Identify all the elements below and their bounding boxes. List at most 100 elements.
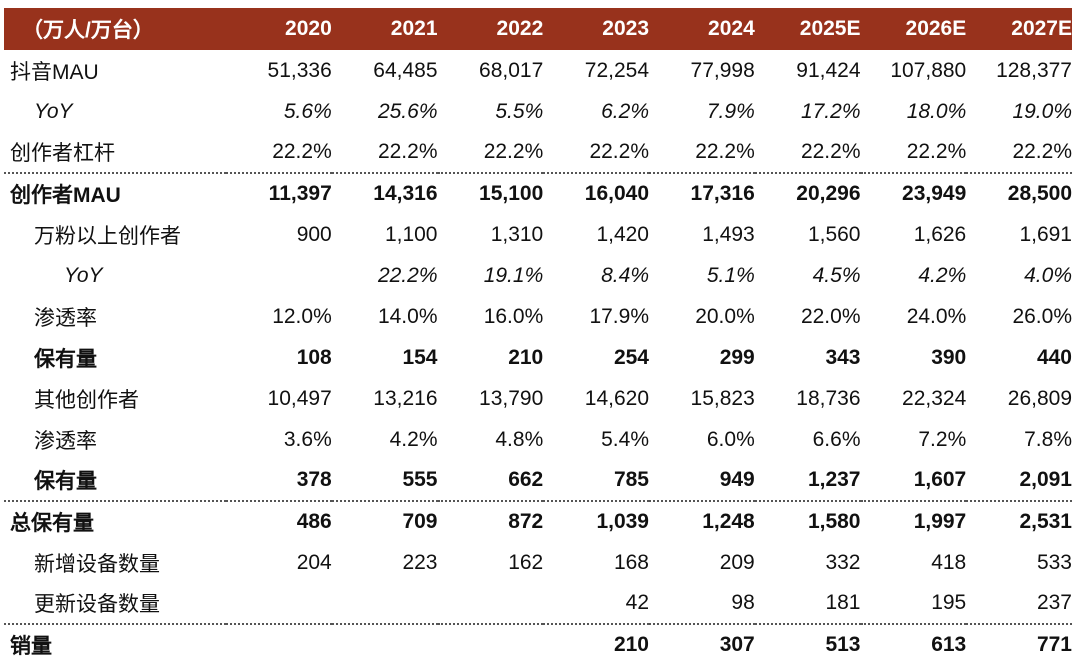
table-cell (226, 583, 332, 625)
table-cell: 22.2% (860, 132, 967, 174)
year-header: 2024 (708, 17, 755, 40)
table-cell: 771 (1036, 633, 1072, 656)
table-cell: 15,100 (479, 182, 544, 205)
table-cell: 20,296 (796, 182, 861, 205)
row-label: 创作者MAU (10, 184, 121, 207)
table-cell: 390 (931, 345, 967, 369)
table-cell: 4.5% (812, 263, 861, 287)
table-row: 渗透率 3.6% 4.2% 4.8% 5.4% 6.0% 6.6% 7.2% 7.8% (4, 419, 1072, 460)
table-cell: 210 (508, 345, 544, 369)
table-cell: 77,998 (690, 58, 755, 82)
table-cell: 5.1% (706, 263, 755, 287)
table-cell: 195 (860, 583, 967, 625)
table-cell: 513 (825, 633, 861, 656)
table-cell: 6.6% (812, 427, 861, 451)
row-label: 创作者杠杆 (4, 132, 226, 174)
table-row: 抖音MAU 51,336 64,485 68,017 72,254 77,998 91,42… (4, 50, 1072, 91)
table-cell: 1,560 (807, 222, 861, 246)
table-cell: 7.8% (1024, 427, 1072, 451)
table-cell: 533 (1036, 550, 1072, 574)
row-label: 万粉以上创作者 (34, 224, 181, 248)
table-cell (226, 255, 332, 296)
table-cell: 14,620 (584, 386, 649, 410)
table-cell: 22.2% (377, 263, 438, 287)
unit-label: （万人/万台） (22, 19, 154, 42)
table-row: 渗透率 12.0% 14.0% 16.0% 17.9% 20.0% 22.0% 24.0% 26… (4, 296, 1072, 337)
year-header: 2022 (496, 17, 544, 40)
year-header: 2023 (602, 17, 649, 40)
table-row: 销量 210 307 513 613 771 (4, 624, 1072, 665)
table-cell: 1,607 (860, 460, 967, 502)
table-cell: 7.2% (918, 427, 967, 451)
table-cell: 128,377 (996, 58, 1072, 82)
table-cell: 16,040 (584, 182, 649, 205)
row-label: 渗透率 (34, 306, 97, 330)
table-cell: 24.0% (906, 304, 967, 328)
table-cell: 22,324 (902, 386, 967, 410)
table-row: 万粉以上创作者 900 1,100 1,310 1,420 1,493 1,560 1,626… (4, 214, 1072, 255)
row-label: 新增设备数量 (34, 552, 160, 576)
table-cell: 1,997 (913, 510, 967, 533)
table-row: YoY 22.2% 19.1% 8.4% 5.1% 4.5% 4.2% 4.0% (4, 255, 1072, 296)
table-cell: 22.2% (331, 132, 438, 174)
table-cell: 28,500 (1007, 182, 1072, 205)
table-cell: 223 (402, 550, 438, 574)
row-label: 抖音MAU (10, 60, 99, 84)
table-cell: 22.2% (754, 132, 861, 174)
table-cell: 26.0% (1012, 304, 1072, 328)
row-label: 保有量 (34, 347, 97, 371)
table-row: 保有量 378 555 662 785 949 1,237 1,607 2,091 (4, 460, 1072, 502)
table-cell: 22.2% (543, 132, 649, 174)
table-cell: 210 (613, 633, 649, 656)
table-cell: 17.2% (800, 99, 861, 123)
table-cell: 91,424 (796, 58, 861, 82)
forecast-table: （万人/万台） 2020 2021 2022 2023 2024 2025E 2… (4, 8, 1072, 665)
table-cell: 13,216 (373, 386, 438, 410)
table-cell: 154 (402, 345, 438, 369)
table-cell: 4.8% (495, 427, 544, 451)
table-cell: 8.4% (601, 263, 649, 287)
table-cell: 1,580 (807, 510, 861, 533)
table-cell: 22.2% (226, 132, 332, 174)
table-cell: 555 (331, 460, 438, 502)
table-cell: 68,017 (479, 58, 544, 82)
table-cell: 98 (649, 583, 755, 625)
table-cell: 440 (1036, 345, 1072, 369)
table-cell: 418 (931, 550, 967, 574)
row-label: 销量 (10, 635, 52, 658)
table-cell: 332 (825, 550, 861, 574)
row-label: 更新设备数量 (4, 583, 226, 625)
table-cell: 42 (543, 583, 649, 625)
table-row: 总保有量 486 709 872 1,039 1,248 1,580 1,997 2,531 (4, 501, 1072, 542)
table-cell: 307 (719, 633, 755, 656)
table-cell (437, 583, 544, 625)
table-row: 其他创作者 10,497 13,216 13,790 14,620 15,823 18,73… (4, 378, 1072, 419)
table-cell (331, 583, 438, 625)
table-cell: 2,091 (966, 460, 1072, 502)
table-row: 保有量 108 154 210 254 299 343 390 440 (4, 337, 1072, 378)
table-cell: 10,497 (267, 386, 332, 410)
table-cell: 23,949 (902, 182, 967, 205)
table-cell: 16.0% (483, 304, 544, 328)
table-cell: 15,823 (690, 386, 755, 410)
row-label: 渗透率 (34, 429, 97, 453)
table-cell: 162 (508, 550, 544, 574)
table-cell (226, 624, 332, 665)
table-cell: 19.1% (483, 263, 544, 287)
table-cell: 486 (296, 510, 332, 533)
table-cell: 5.5% (495, 99, 544, 123)
table-cell: 1,493 (702, 222, 755, 246)
table-row: 新增设备数量 204 223 162 168 209 332 418 533 (4, 542, 1072, 583)
table-cell: 108 (296, 345, 332, 369)
table-cell (332, 624, 438, 665)
year-header: 2021 (390, 17, 438, 40)
table-cell: 299 (719, 345, 755, 369)
table-cell: 209 (719, 550, 755, 574)
table-cell: 22.2% (649, 132, 755, 174)
table-cell: 6.2% (601, 99, 649, 123)
table-cell: 1,310 (490, 222, 544, 246)
table-cell: 17,316 (690, 182, 755, 205)
table-cell: 168 (613, 550, 649, 574)
table-cell: 11,397 (268, 182, 332, 205)
table-cell: 72,254 (584, 58, 649, 82)
